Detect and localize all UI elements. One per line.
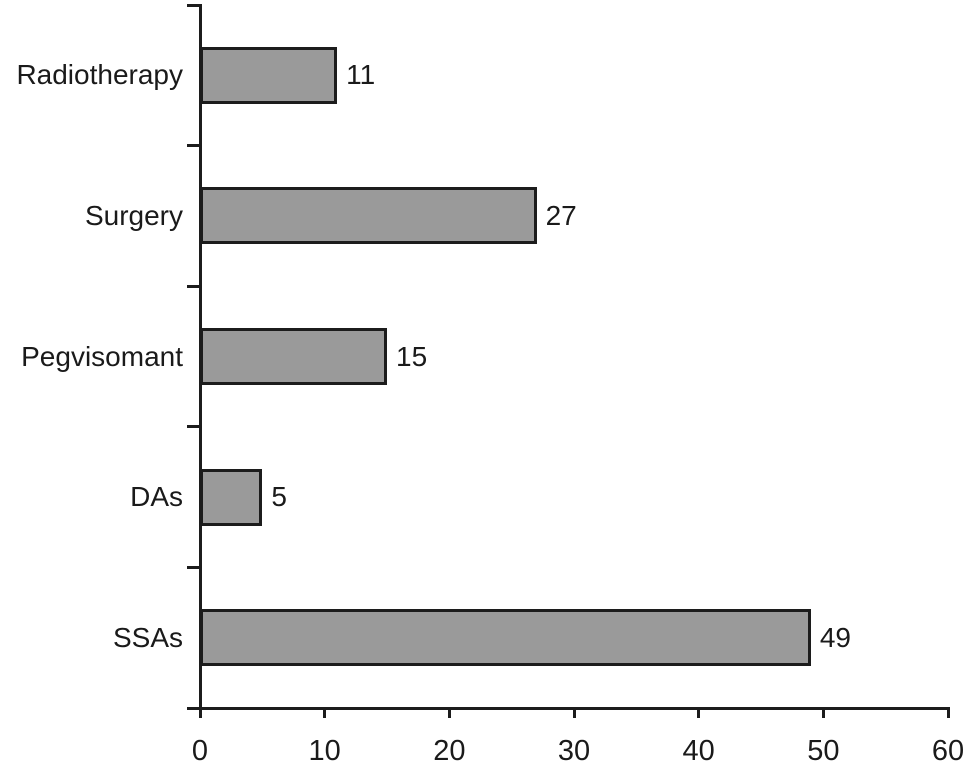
value-label: 15 xyxy=(396,340,428,372)
bar xyxy=(200,187,537,245)
x-axis-tick-label: 30 xyxy=(557,735,591,767)
x-axis-tick-label: 20 xyxy=(433,735,466,767)
x-axis-tick xyxy=(323,709,327,718)
x-axis-tick-label: 0 xyxy=(191,735,209,767)
y-axis-tick xyxy=(187,565,200,569)
value-label: 27 xyxy=(545,199,577,231)
value-label: 49 xyxy=(819,621,852,653)
bar xyxy=(200,328,387,385)
x-axis-tick xyxy=(447,709,451,718)
value-label: 5 xyxy=(271,481,287,513)
category-label: Pegvisomant xyxy=(21,340,183,372)
category-label: Surgery xyxy=(84,199,183,231)
x-axis-tick xyxy=(946,709,950,718)
x-axis-line xyxy=(187,706,950,710)
x-axis-tick xyxy=(821,709,825,718)
y-axis-tick xyxy=(187,284,200,288)
x-axis-tick-label: 60 xyxy=(931,735,965,767)
y-axis-tick xyxy=(187,144,200,148)
x-axis-tick xyxy=(198,709,202,718)
x-axis-tick xyxy=(697,709,701,718)
bar xyxy=(200,468,263,526)
y-axis-tick xyxy=(187,3,200,7)
bar xyxy=(200,46,338,104)
x-axis-tick-label: 10 xyxy=(308,735,341,767)
x-axis-tick-label: 40 xyxy=(682,735,715,767)
y-axis-tick xyxy=(187,425,200,429)
x-axis-tick-label: 50 xyxy=(807,735,840,767)
category-label: DAs xyxy=(130,481,183,513)
x-axis-tick xyxy=(572,709,576,718)
category-label: Radiotherapy xyxy=(16,59,183,91)
bar xyxy=(200,609,811,667)
category-label: SSAs xyxy=(112,621,183,653)
value-label: 11 xyxy=(346,59,376,91)
